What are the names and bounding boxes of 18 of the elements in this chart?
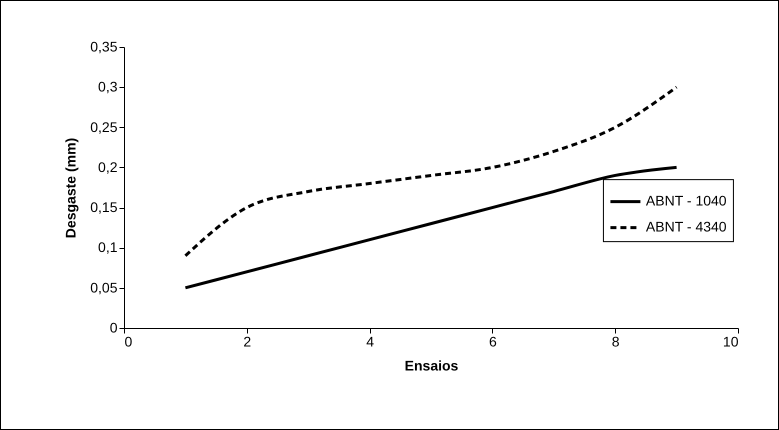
x-tick-label: 4 — [366, 334, 374, 350]
legend-label: ABNT - 1040 — [646, 192, 727, 209]
y-tick-label: 0,35 — [90, 38, 118, 54]
x-tick-label: 8 — [612, 334, 620, 350]
y-tick-label: 0,1 — [98, 239, 118, 256]
x-tick-label: 2 — [243, 334, 252, 350]
x-axis-title: Ensaios — [404, 358, 459, 374]
x-tick-label: 10 — [722, 334, 739, 350]
y-tick-label: 0,05 — [90, 279, 118, 296]
y-tick-label: 0,15 — [90, 199, 118, 216]
x-tick-label: 0 — [124, 334, 132, 350]
y-tick-label: 0 — [110, 320, 118, 336]
y-tick-label: 0,3 — [98, 78, 118, 95]
y-tick-label: 0,25 — [90, 118, 118, 135]
legend-label: ABNT - 4340 — [646, 218, 727, 235]
y-axis-title: Desgaste (mm) — [62, 138, 78, 238]
x-tick-label: 6 — [489, 334, 497, 350]
y-tick-label: 0,2 — [98, 158, 118, 175]
